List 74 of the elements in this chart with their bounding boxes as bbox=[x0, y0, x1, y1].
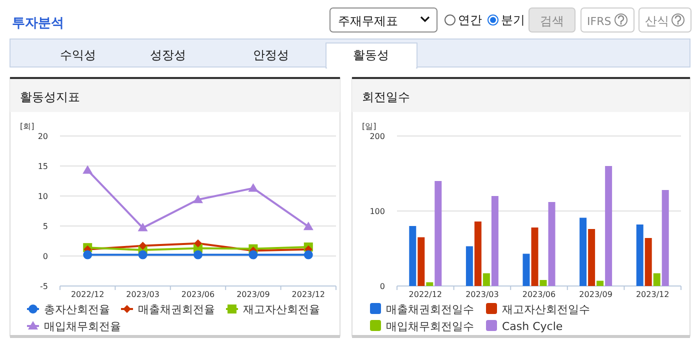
y-tick-label: 100 bbox=[370, 207, 385, 216]
point bbox=[194, 239, 202, 248]
x-tick-label: 2023/06 bbox=[522, 290, 556, 299]
text: 수익성 bbox=[60, 48, 96, 62]
y-tick-label: 20 bbox=[38, 132, 48, 141]
chart-title: 활동성지표 bbox=[20, 90, 80, 104]
bar bbox=[426, 282, 434, 286]
text: 활동성 bbox=[353, 48, 389, 62]
bar bbox=[653, 273, 660, 286]
y-axis-title: [일] bbox=[362, 122, 376, 131]
bar bbox=[491, 196, 498, 286]
legend-label: 재고자산회전일수 bbox=[502, 303, 590, 316]
x-tick-label: 2023/03 bbox=[466, 290, 499, 299]
y-tick-label: 0 bbox=[42, 252, 48, 261]
text: 연간 bbox=[458, 13, 482, 27]
bar bbox=[580, 218, 587, 286]
x-tick-label: 2023/03 bbox=[126, 290, 160, 299]
y-tick-label: 200 bbox=[370, 132, 385, 141]
text: 검색 bbox=[540, 14, 564, 28]
legend-label: 총자산회전율 bbox=[44, 303, 110, 316]
legend-label: 재고자산회전율 bbox=[243, 303, 320, 316]
bar bbox=[596, 280, 604, 286]
bar bbox=[605, 166, 612, 286]
point bbox=[83, 250, 92, 260]
bar bbox=[662, 190, 669, 286]
bar bbox=[548, 202, 556, 286]
bar bbox=[418, 237, 425, 286]
x-tick-label: 2023/12 bbox=[292, 290, 326, 299]
bar bbox=[540, 280, 547, 286]
x-tick-label: 2023/09 bbox=[236, 290, 270, 299]
point bbox=[82, 165, 93, 174]
x-tick-label: 2022/12 bbox=[408, 290, 442, 299]
point bbox=[194, 250, 202, 260]
x-tick-label: 2023/09 bbox=[579, 290, 612, 299]
x-tick-label: 2023/12 bbox=[636, 290, 670, 299]
text: IFRS bbox=[587, 15, 612, 28]
bar bbox=[434, 181, 442, 286]
text: 안정성 bbox=[253, 48, 289, 62]
point bbox=[248, 183, 258, 192]
point bbox=[303, 222, 314, 230]
x-tick-label: 2023/06 bbox=[181, 290, 215, 299]
bar bbox=[531, 228, 538, 286]
point bbox=[248, 250, 258, 260]
bar bbox=[409, 226, 416, 286]
bar bbox=[466, 246, 473, 286]
y-tick-label: 5 bbox=[42, 222, 48, 231]
point bbox=[304, 250, 313, 260]
bar bbox=[482, 273, 490, 286]
y-tick-label: 10 bbox=[38, 192, 48, 201]
text: 분기 bbox=[501, 13, 525, 27]
legend-label: 매출채권회전일수 bbox=[386, 303, 474, 316]
point bbox=[138, 242, 147, 250]
legend-label: 매입채무회전일수 bbox=[386, 320, 474, 333]
point bbox=[193, 194, 203, 204]
y-tick-label: 15 bbox=[38, 162, 48, 171]
bar bbox=[636, 224, 644, 286]
text: 산식 bbox=[645, 14, 669, 28]
chart-title: 회전일수 bbox=[362, 90, 410, 104]
y-axis-title: [회] bbox=[20, 122, 34, 131]
bar bbox=[474, 222, 482, 286]
bar bbox=[588, 229, 596, 286]
text: 주재무제표 bbox=[338, 14, 398, 28]
point bbox=[138, 222, 148, 232]
legend-label: 매입채무회전율 bbox=[44, 320, 121, 333]
point bbox=[138, 250, 148, 260]
y-tick-label: -5 bbox=[40, 282, 48, 291]
text: 투자분석 bbox=[12, 16, 64, 31]
text: 성장성 bbox=[150, 48, 186, 62]
bar bbox=[522, 254, 530, 286]
bar bbox=[644, 238, 652, 286]
legend-label: Cash Cycle bbox=[502, 320, 563, 333]
x-tick-label: 2022/12 bbox=[70, 290, 104, 299]
legend-label: 매출채권회전율 bbox=[138, 303, 215, 316]
y-tick-label: 0 bbox=[380, 282, 385, 291]
